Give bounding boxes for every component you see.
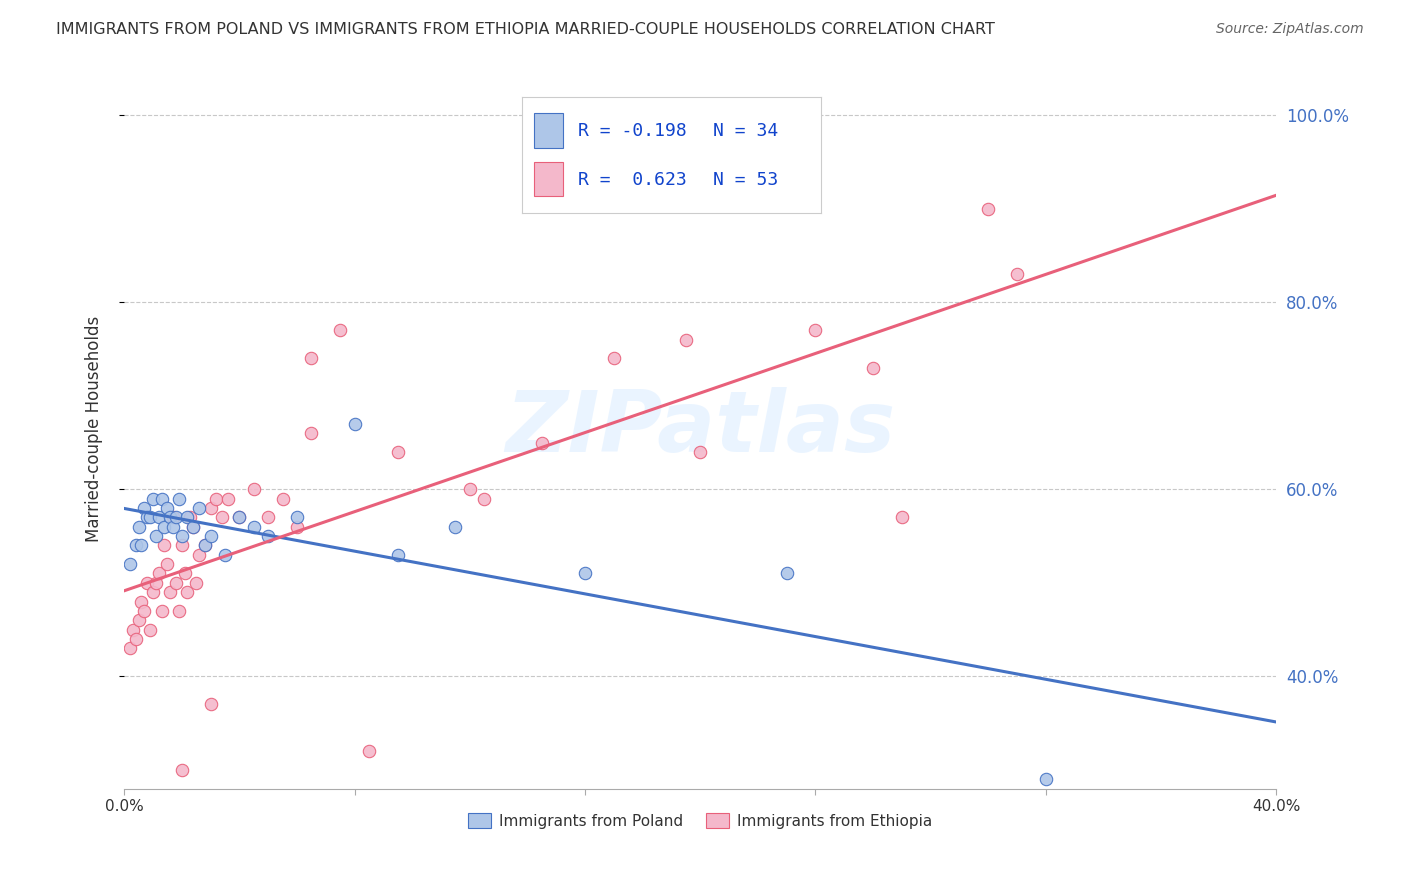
Point xyxy=(257,529,280,543)
Point xyxy=(179,510,201,524)
Point xyxy=(134,604,156,618)
Point xyxy=(156,557,179,571)
Point xyxy=(128,519,150,533)
Point xyxy=(162,519,184,533)
Point xyxy=(214,548,236,562)
Point xyxy=(184,575,207,590)
Point xyxy=(148,566,170,581)
Point xyxy=(124,632,146,646)
Point xyxy=(228,510,250,524)
Point xyxy=(170,538,193,552)
Point xyxy=(142,491,165,506)
Point xyxy=(165,575,187,590)
Point xyxy=(148,510,170,524)
Point xyxy=(200,698,222,712)
Point xyxy=(162,510,184,524)
Point xyxy=(188,548,211,562)
Point xyxy=(200,529,222,543)
Point xyxy=(387,445,409,459)
Point xyxy=(217,491,239,506)
Point xyxy=(228,510,250,524)
Point xyxy=(150,604,173,618)
Point xyxy=(329,323,352,337)
Point xyxy=(194,538,217,552)
Point xyxy=(211,510,233,524)
Point xyxy=(1005,267,1028,281)
Point xyxy=(242,519,264,533)
Point xyxy=(124,538,146,552)
Point xyxy=(285,510,308,524)
Point xyxy=(299,426,322,441)
Point xyxy=(176,585,198,599)
Point xyxy=(458,483,481,497)
Point xyxy=(131,538,153,552)
Text: Source: ZipAtlas.com: Source: ZipAtlas.com xyxy=(1216,22,1364,37)
Point xyxy=(128,613,150,627)
Point xyxy=(167,604,190,618)
Point xyxy=(285,519,308,533)
Point xyxy=(131,594,153,608)
Text: IMMIGRANTS FROM POLAND VS IMMIGRANTS FROM ETHIOPIA MARRIED-COUPLE HOUSEHOLDS COR: IMMIGRANTS FROM POLAND VS IMMIGRANTS FRO… xyxy=(56,22,995,37)
Point xyxy=(299,351,322,366)
Point xyxy=(257,510,280,524)
Point xyxy=(136,575,159,590)
Point xyxy=(200,501,222,516)
Point xyxy=(181,519,204,533)
Point xyxy=(142,585,165,599)
Legend: Immigrants from Poland, Immigrants from Ethiopia: Immigrants from Poland, Immigrants from … xyxy=(463,806,938,835)
Point xyxy=(387,548,409,562)
Point xyxy=(159,510,181,524)
Point xyxy=(145,529,167,543)
Point xyxy=(357,744,380,758)
Point xyxy=(139,623,162,637)
Point xyxy=(977,202,1000,216)
Point xyxy=(271,491,294,506)
Point xyxy=(165,510,187,524)
Point xyxy=(530,435,553,450)
Point xyxy=(242,483,264,497)
Point xyxy=(136,510,159,524)
Point xyxy=(153,538,176,552)
Point xyxy=(689,445,711,459)
Point xyxy=(118,641,141,656)
Point xyxy=(194,538,217,552)
Point xyxy=(121,623,143,637)
Point xyxy=(188,501,211,516)
Point xyxy=(602,351,624,366)
Point xyxy=(170,529,193,543)
Y-axis label: Married-couple Households: Married-couple Households xyxy=(86,316,103,541)
Point xyxy=(167,491,190,506)
Point xyxy=(574,566,596,581)
Point xyxy=(890,510,912,524)
Point xyxy=(156,501,179,516)
Point xyxy=(153,519,176,533)
Point xyxy=(134,501,156,516)
Point xyxy=(176,510,198,524)
Point xyxy=(159,585,181,599)
Point xyxy=(343,417,366,431)
Point xyxy=(444,519,467,533)
Point xyxy=(804,323,827,337)
Point xyxy=(173,566,195,581)
Text: ZIPatlas: ZIPatlas xyxy=(505,387,896,470)
Point xyxy=(118,557,141,571)
Point xyxy=(1035,772,1057,787)
Point xyxy=(675,333,697,347)
Point xyxy=(139,510,162,524)
Point xyxy=(775,566,797,581)
Point xyxy=(472,491,495,506)
Point xyxy=(145,575,167,590)
Point xyxy=(205,491,228,506)
Point xyxy=(862,360,884,375)
Point xyxy=(150,491,173,506)
Point xyxy=(181,519,204,533)
Point xyxy=(170,763,193,777)
